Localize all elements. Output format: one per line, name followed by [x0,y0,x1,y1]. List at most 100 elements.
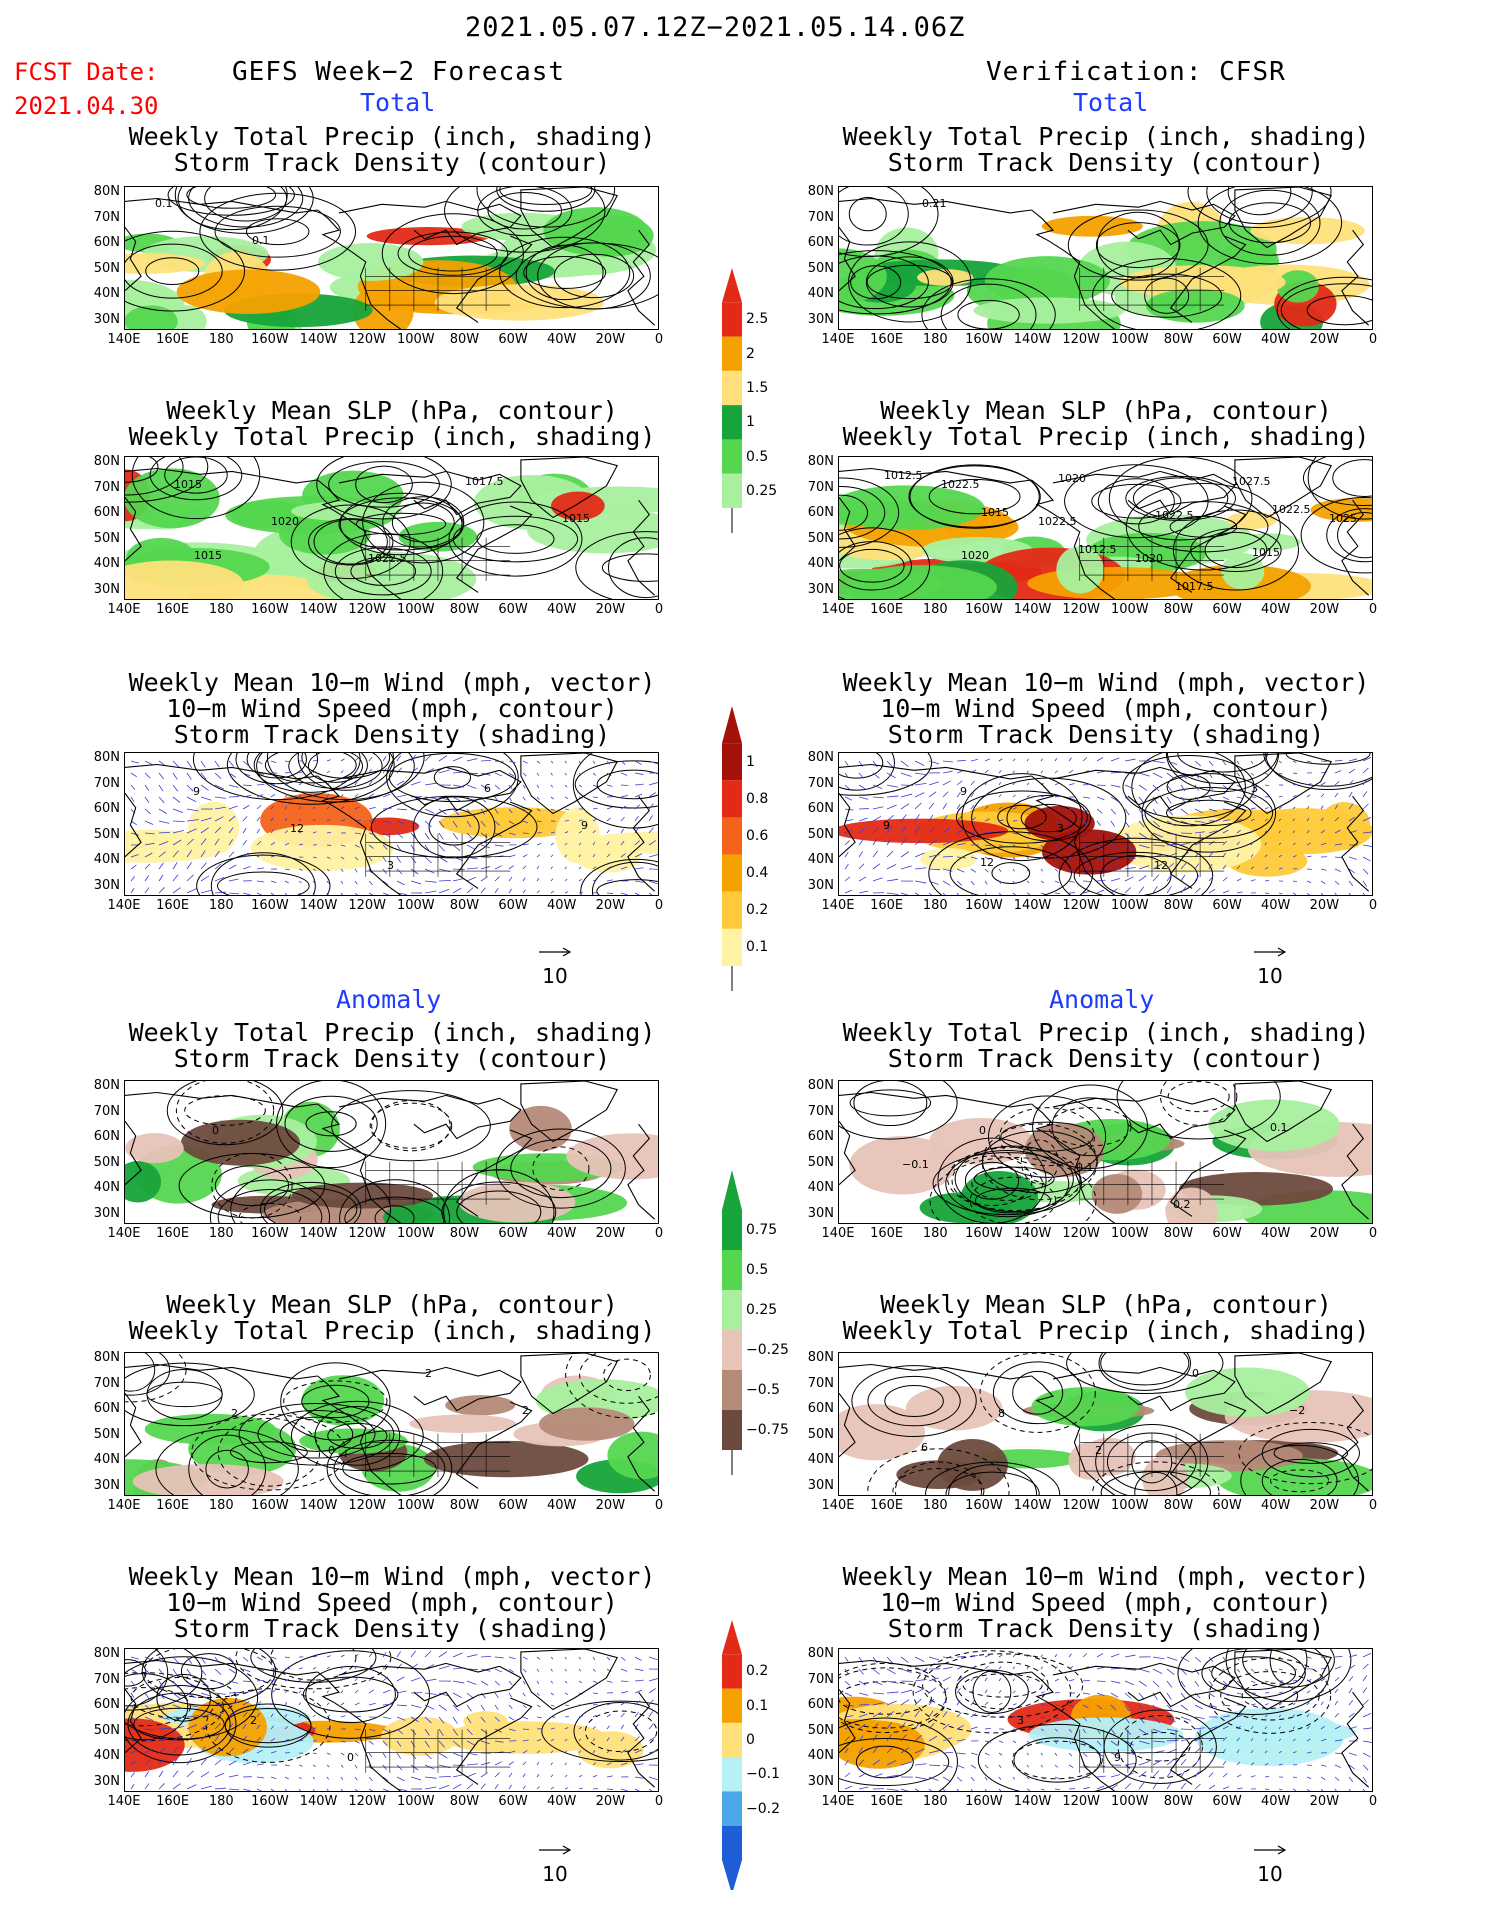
precip-total-colorbar-top-cap [722,268,742,303]
right-awind-lon-label: 140W [1013,1794,1052,1809]
left-awind-wind-vector [564,1787,569,1790]
right-wind-wind-vector [1320,782,1326,786]
right-wind-wind-vector [956,880,963,886]
right-slp-contour [839,486,886,540]
left-wind-wind-vector [200,838,207,846]
left-precip-lat-label: 70N [93,209,120,225]
right-awind-wind-vector [872,1773,883,1778]
right-awind-wind-vector [1180,1758,1187,1766]
reference-arrow-head [562,1845,572,1855]
left-precip-lon-label: 140E [107,332,141,347]
reference-arrow-icon [1254,1845,1287,1855]
right-awind-wind-vector [1362,1652,1372,1658]
left-wind-wind-vector [466,832,473,840]
right-awind-wind-vector [970,1676,975,1682]
left-wind-wind-vector [354,832,361,835]
left-wind-contour [580,858,658,895]
right-wind-wind-vector [1292,806,1296,810]
right-wind-wind-vector [886,864,897,870]
right-wind-contour [1144,786,1274,839]
left-awind-wind-vector [424,1786,437,1790]
right-wind-wind-vector [1348,880,1354,886]
right-awind-wind-vector [1012,1764,1015,1768]
left-wind-wind-vector [256,880,265,883]
left-aprecip-contour [344,1196,445,1223]
right-awind-wind-vector [844,1736,850,1742]
right-awind-wind-vector [1082,1787,1090,1790]
right-slp-contour [1097,478,1175,525]
left-awind-shade [381,1716,459,1756]
left-slp-lon-label: 120W [348,602,387,617]
right-awind-wind-vector [1138,1716,1145,1724]
left-wind-wind-vector [438,755,448,762]
panel-title-line: Weekly Mean SLP (hPa, contour) [880,1290,1332,1319]
precip-total-colorbar-label: 2 [746,345,755,362]
left-awind-wind-vector [354,1764,358,1769]
left-wind-wind-vector [396,808,407,811]
right-wind-wind-vector [956,843,966,846]
left-wind-wind-vector [522,843,529,846]
right-awind-wind-vector [1320,1788,1324,1791]
left-aprecip-contour [510,1138,612,1199]
left-awind-wind-vector [382,1776,389,1782]
left-aprecip-contour [374,1205,415,1223]
left-wind-wind-vector [298,794,302,798]
left-awind-wind-vector [396,1776,405,1782]
right-awind-wind-vector [1054,1788,1060,1790]
right-wind-contour-label: 9 [883,819,890,832]
left-awind-wind-vector [396,1716,406,1721]
left-wind-wind-vector [522,877,526,882]
left-awind-wind-vector [368,1652,373,1658]
right-wind-wind-vector [1166,862,1175,870]
left-wind-wind-vector [312,806,315,810]
precip-anom-colorbar-top-cap [722,1170,742,1210]
left-wind-wind-vector [186,874,194,882]
right-aslp-lon-label: 80W [1163,1498,1194,1513]
right-wind-wind-vector [1306,892,1311,895]
right-wind-wind-vector [998,844,1004,847]
right-aslp-contour-label: −2 [1289,1404,1305,1417]
storm-total-colorbar-label: 0.2 [746,902,769,919]
right-awind-wind-vector [1334,1677,1340,1682]
left-awind-wind-vector [494,1761,502,1766]
right-wind-wind-vector [1208,863,1213,870]
left-wind-wind-vector [186,862,192,870]
left-wind-wind-vector [368,892,374,895]
right-awind-wind-vector [1138,1782,1145,1790]
left-wind-wind-vector [578,760,581,764]
left-awind-wind-vector [480,1704,485,1711]
left-awind-map-svg: 20 [125,1649,658,1791]
right-wind-wind-vector [1180,820,1191,825]
left-awind-wind-vector [298,1739,304,1742]
left-awind-wind-vector [340,1678,344,1682]
right-awind-wind-vector [998,1678,1002,1682]
right-wind-wind-vector [1082,820,1087,826]
right-wind-wind-vector [1278,842,1282,846]
left-awind-wind-vector [452,1783,462,1790]
left-wind-wind-vector [312,794,315,798]
right-wind-wind-vector [1026,782,1030,786]
right-aslp-lon-label: 40W [1261,1498,1291,1513]
right-awind-wind-vector [1180,1782,1187,1790]
left-wind-shade [125,831,203,861]
right-wind-contour [1166,799,1252,826]
right-aprecip-shade [1165,1187,1218,1223]
right-aprecip-title: Weekly Total Precip (inch, shading) Storm… [786,1020,1426,1072]
left-awind-wind-vector [172,1758,178,1766]
left-wind-contour-label: 9 [193,785,200,798]
left-awind-wind-vector [396,1663,403,1670]
left-wind-wind-vector [326,856,331,859]
left-awind-wind-vector [158,1692,165,1700]
left-awind-wind-vector [396,1676,405,1682]
left-awind-wind-vector [494,1692,499,1699]
left-awind-wind-vector [550,1786,554,1790]
left-aprecip-coastline [455,1129,533,1217]
right-wind-coastline [839,763,1032,780]
left-wind-wind-vector [186,819,199,822]
left-awind-wind-vector [620,1691,628,1694]
left-slp-lat-label: 80N [93,454,120,469]
left-awind-wind-vector [172,1656,180,1664]
right-aprecip-lat-label: 70N [807,1103,834,1119]
right-wind-wind-vector [872,760,878,768]
panel-title-line: Weekly Total Precip (inch, shading) [842,122,1370,151]
